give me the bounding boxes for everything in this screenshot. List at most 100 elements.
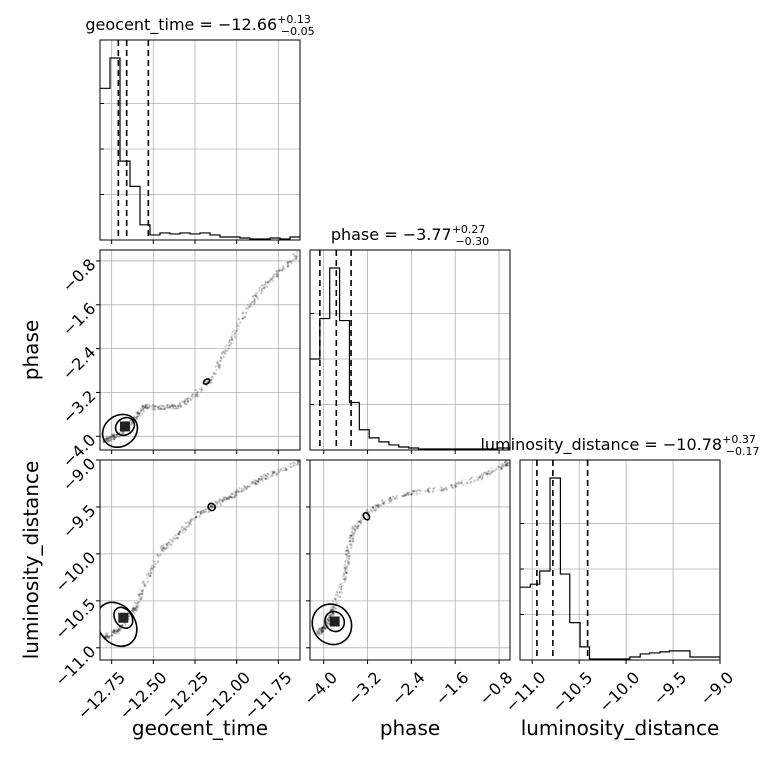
sample-point [131, 609, 134, 612]
sample-point [323, 625, 326, 628]
sample-point [447, 486, 450, 489]
sample-point [135, 606, 138, 609]
sample-point [349, 540, 353, 543]
sample-point [348, 540, 351, 543]
sample-point [505, 463, 509, 466]
sample-point [152, 567, 155, 570]
y-tick-label: −3.2 [59, 386, 100, 427]
sample-point [199, 512, 202, 515]
sample-point [389, 499, 392, 502]
sample-point [196, 395, 200, 398]
sample-point [154, 404, 157, 408]
sample-point [143, 406, 147, 409]
sample-point [113, 630, 116, 633]
sample-point [175, 537, 178, 540]
sample-point [175, 406, 178, 409]
sample-point [132, 611, 136, 614]
sample-point [507, 461, 510, 465]
sample-point [161, 548, 164, 552]
sample-point [195, 395, 199, 398]
sample-point [134, 417, 138, 420]
sample-point [348, 536, 351, 539]
sample-point [109, 631, 112, 634]
scatter-inner [100, 460, 300, 648]
sample-point [268, 281, 271, 284]
sample-point [341, 575, 344, 578]
sample-point [332, 613, 335, 616]
sample-point [481, 476, 484, 479]
histogram-step [520, 477, 720, 660]
sample-point [378, 503, 381, 507]
sample-point [274, 471, 277, 474]
sample-point [327, 619, 330, 622]
sample-point [228, 495, 231, 498]
sample-point [404, 494, 407, 497]
sample-point [175, 407, 178, 410]
sample-point [272, 280, 275, 283]
sample-point [323, 626, 326, 629]
sample-point [336, 592, 340, 595]
sample-point [194, 393, 197, 396]
sample-point [295, 463, 298, 466]
sample-point [346, 552, 350, 555]
sample-point [445, 488, 448, 491]
sample-point [324, 627, 327, 630]
sample-point [132, 604, 135, 607]
sample-point [228, 339, 231, 342]
sample-point [157, 406, 160, 409]
sample-point [107, 437, 111, 440]
sample-point [220, 352, 223, 355]
sample-point [471, 476, 474, 479]
sample-point [107, 635, 110, 638]
sample-point [184, 401, 187, 404]
sample-point [223, 498, 226, 501]
sample-point [321, 630, 325, 633]
sample-point [456, 482, 459, 485]
sample-point [451, 484, 454, 487]
sample-point [238, 322, 241, 326]
sample-point [244, 486, 247, 489]
sample-point [381, 501, 384, 505]
sample-point [276, 271, 279, 274]
sample-point [347, 555, 350, 558]
sample-point [244, 488, 247, 491]
sample-point [183, 527, 186, 530]
sample-point [102, 441, 105, 444]
sample-point [266, 472, 270, 475]
sample-point [241, 317, 244, 320]
sample-point [273, 472, 276, 475]
sample-point [113, 628, 116, 631]
sample-point [256, 483, 259, 486]
sample-point [132, 607, 135, 610]
sample-point [373, 508, 376, 512]
sample-point [112, 435, 116, 438]
sample-point [333, 607, 337, 610]
sample-point [113, 631, 116, 635]
sample-point [183, 400, 186, 403]
sample-point [243, 487, 246, 490]
sample-point [365, 509, 368, 512]
sample-point [170, 540, 174, 543]
sample-point [118, 431, 121, 434]
sample-point [217, 366, 221, 369]
sample-point [177, 407, 180, 410]
sample-point [167, 541, 171, 544]
sample-point [237, 324, 240, 328]
sample-point [273, 471, 276, 474]
sample-point [256, 291, 259, 294]
sample-point [227, 496, 230, 499]
sample-point [320, 628, 323, 631]
sample-point [106, 632, 109, 635]
sample-point [288, 260, 291, 263]
sample-point [460, 482, 463, 485]
sample-point [248, 306, 251, 309]
sample-point [263, 286, 266, 289]
scatter-panel-geocent_time_vs_luminosity_distance [96, 459, 301, 664]
sample-point [295, 250, 299, 253]
sample-point [279, 268, 283, 272]
sample-point [345, 571, 348, 574]
sample-point [133, 606, 136, 610]
sample-point [222, 496, 225, 500]
sample-point [402, 495, 405, 498]
sample-point [505, 464, 508, 467]
